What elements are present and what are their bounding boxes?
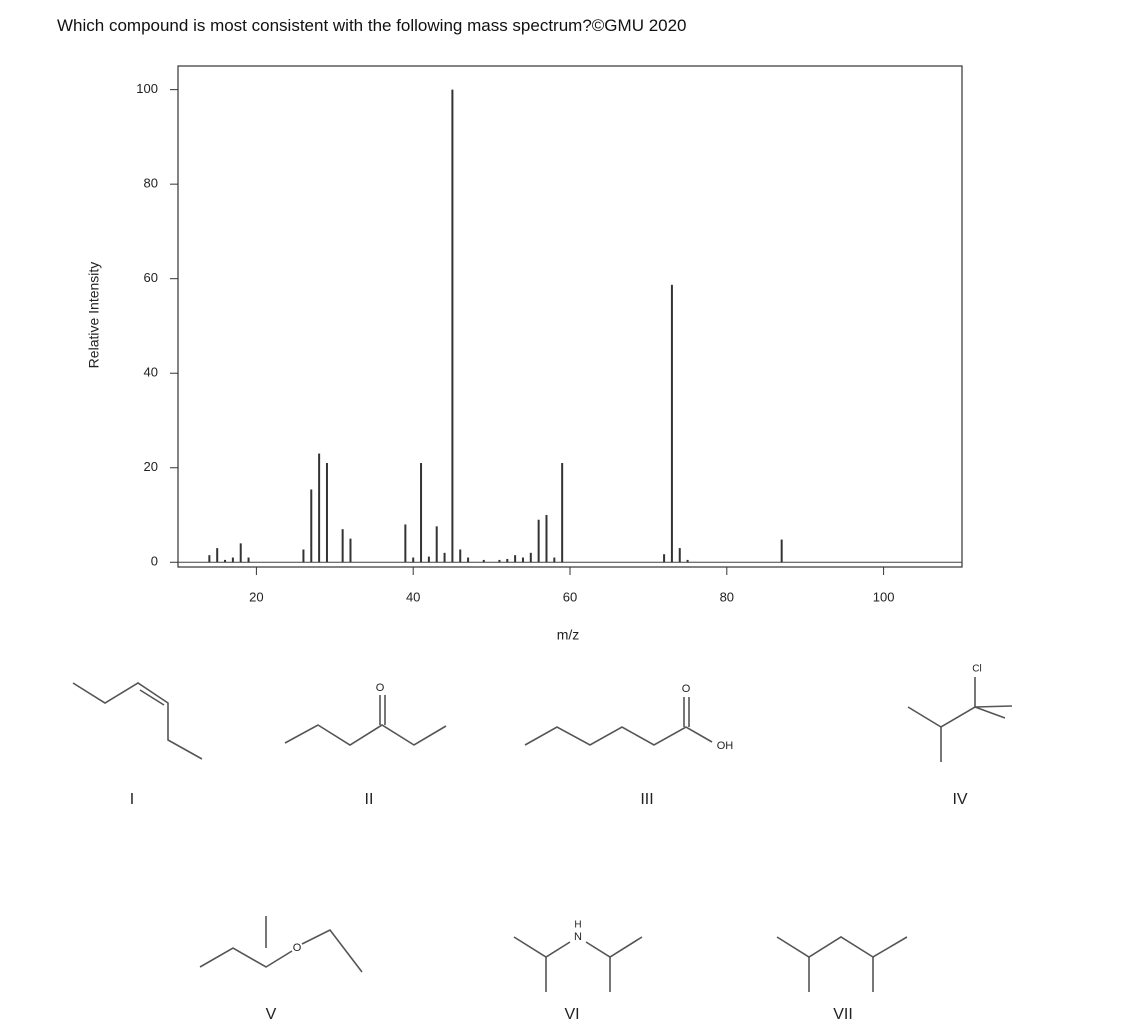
peak (443, 552, 446, 563)
compound-label: VI (564, 1006, 579, 1023)
peak (404, 524, 407, 563)
peak (663, 554, 666, 563)
peak (349, 538, 352, 563)
peak (216, 548, 219, 563)
peak (459, 549, 462, 563)
peak (231, 557, 234, 563)
y-axis-label: Relative Intensity (86, 262, 102, 369)
peak (208, 555, 211, 563)
compound-label: IV (952, 791, 967, 808)
x-tick-label: 80 (720, 589, 734, 604)
compound-label: I (130, 791, 134, 808)
plot-frame (177, 65, 963, 568)
structure-iv (907, 677, 1013, 762)
atom-label: O (376, 682, 385, 694)
peak (239, 543, 242, 563)
structure-iii (524, 697, 713, 746)
peak (325, 463, 328, 563)
structure-vii (776, 936, 908, 992)
y-tick-label: 40 (144, 365, 158, 380)
peak (224, 559, 227, 563)
peak (451, 89, 454, 563)
y-tick-label: 80 (144, 176, 158, 191)
atom-label: OH (717, 740, 734, 752)
peak (302, 549, 305, 563)
structure-vi (513, 936, 643, 992)
atom-label: N (574, 931, 582, 943)
peak (341, 529, 344, 563)
structure-v (199, 916, 363, 973)
chart: m/z Relative Intensity 0 20 40 60 80 100 20 40 6… (86, 65, 963, 643)
x-tick-label: 20 (249, 589, 263, 604)
peak (467, 557, 470, 563)
peak (780, 539, 783, 563)
atom-label: H (574, 920, 581, 931)
peak (561, 463, 564, 563)
peak (537, 519, 540, 563)
peak (498, 559, 501, 563)
peak (247, 557, 250, 563)
x-tick-label: 40 (406, 589, 420, 604)
structure-i (72, 682, 203, 760)
compound-label: V (266, 1006, 277, 1023)
compound-label: VII (833, 1006, 853, 1023)
peak (412, 557, 415, 563)
peak (521, 557, 524, 563)
atom-label: O (293, 942, 302, 954)
structure-ii (284, 695, 447, 746)
x-tick-label: 100 (873, 589, 895, 604)
peak (427, 556, 430, 563)
peak (545, 515, 548, 563)
peak (514, 555, 517, 563)
peak (670, 284, 673, 563)
peak (553, 557, 556, 563)
peak (506, 558, 509, 563)
y-tick-label: 20 (144, 459, 158, 474)
atom-label: O (682, 683, 691, 695)
peak (420, 463, 423, 563)
compound-label: II (365, 791, 374, 808)
peak (678, 548, 681, 563)
y-tick-label: 0 (151, 554, 158, 569)
question: Which compound is most consistent with t… (57, 16, 687, 35)
peak (310, 489, 313, 563)
peak (686, 559, 689, 563)
peak (435, 526, 438, 563)
peak (529, 552, 532, 563)
x-axis-label: m/z (557, 627, 580, 643)
peak (482, 559, 485, 563)
x-tick-label: 60 (563, 589, 577, 604)
y-tick-label: 60 (144, 270, 158, 285)
compound-label: III (640, 791, 653, 808)
y-tick-label: 100 (136, 81, 158, 96)
peak (318, 453, 321, 563)
atom-label: Cl (972, 664, 981, 675)
